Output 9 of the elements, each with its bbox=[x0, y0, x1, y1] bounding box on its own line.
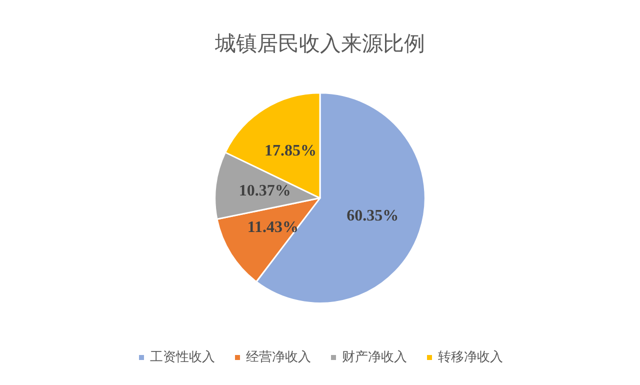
legend-label: 经营净收入 bbox=[246, 350, 311, 365]
legend-label: 转移净收入 bbox=[438, 350, 503, 365]
legend-label: 财产净收入 bbox=[342, 350, 407, 365]
data-label: 11.43% bbox=[247, 219, 299, 236]
data-label: 17.85% bbox=[264, 142, 316, 160]
chart-title: 城镇居民收入来源比例 bbox=[214, 32, 425, 56]
legend-label: 工资性收入 bbox=[150, 350, 215, 365]
data-label: 60.35% bbox=[346, 207, 399, 224]
data-label: 10.37% bbox=[238, 182, 291, 200]
